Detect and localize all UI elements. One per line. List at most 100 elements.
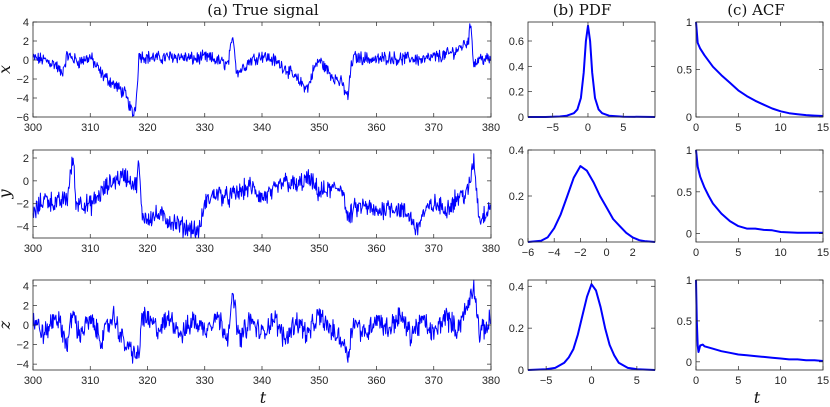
signal-z-xtick-label: 360 — [367, 375, 385, 387]
acf-z-xtick-label: 5 — [735, 375, 741, 387]
pdf-y-ytick-label: 0 — [518, 237, 524, 249]
acf-z-xtick-label: 15 — [817, 375, 829, 387]
pdf-x-ytick-label: 0.4 — [509, 61, 524, 73]
signal-z-xtick-label: 300 — [24, 375, 42, 387]
acf-x-ytick-label: 0.5 — [677, 65, 692, 77]
acf-x-ytick-label: 1 — [686, 17, 692, 29]
pdf-x-ytick-label: 0.2 — [509, 87, 524, 99]
pdf-x-axes: −5 0 5 0 0.2 0.4 0.6 — [509, 21, 656, 134]
pdf-y-series-line — [527, 165, 656, 243]
acf-y-ytick-label: 1 — [686, 145, 692, 157]
pdf-z-xtick-label: 0 — [588, 375, 594, 387]
signal-z-xtick-label: 350 — [310, 375, 328, 387]
signal-x-xtick-label: 360 — [367, 122, 385, 134]
acf-x-xtick-label: 15 — [817, 122, 829, 134]
signal-z-ytick-label: 2 — [23, 300, 29, 312]
column-title-acf: (c) ACF — [727, 1, 785, 19]
acf-z-ytick-label: 0 — [686, 357, 692, 369]
signal-z-ytick-label: 0 — [23, 320, 29, 332]
column-title-pdf: (b) PDF — [553, 1, 612, 19]
signal-y-xtick-label: 330 — [196, 243, 214, 255]
acf-x-xtick-label: 5 — [735, 122, 741, 134]
signal-z-frame — [32, 279, 492, 371]
signal-x-xtick-label: 330 — [196, 122, 214, 134]
acf-z-ytick-label: 1 — [686, 275, 692, 287]
pdf-x-xtick-label: −5 — [546, 122, 559, 134]
signal-y-xtick-label: 360 — [367, 243, 385, 255]
signal-y-ytick-label: 0 — [23, 176, 29, 188]
signal-y-xtick-label: 340 — [253, 243, 271, 255]
pdf-x-xtick-label: 5 — [620, 122, 626, 134]
signal-x-xtick-label: 350 — [310, 122, 328, 134]
signal-z-series-line — [32, 279, 491, 364]
signal-x-ytick-label: −2 — [16, 74, 29, 86]
signal-x-ylabel: x — [0, 65, 14, 74]
column-title-signal: (a) True signal — [207, 1, 319, 19]
pdf-x-ytick-label: 0 — [518, 112, 524, 124]
signal-y-xtick-label: 380 — [482, 243, 500, 255]
axes-layer: 300 310 320 330 340 350 360 370 380 −6 −4 −2 0 2 4 x 300… — [0, 17, 829, 387]
acf-z-series-line — [695, 279, 824, 362]
acf-y-ytick-label: 0.5 — [677, 187, 692, 199]
pdf-y-xtick-label: 2 — [630, 247, 636, 259]
signal-y-series-line — [32, 153, 491, 239]
signal-z-xtick-label: 330 — [196, 375, 214, 387]
signal-x-xtick-label: 370 — [425, 122, 443, 134]
signal-y-xtick-label: 310 — [81, 243, 99, 255]
signal-z-ylabel: z — [0, 320, 14, 330]
acf-z-axes: 0 5 10 15 0 0.5 1 — [677, 275, 829, 387]
signal-x-ytick-label: 2 — [23, 36, 29, 48]
signal-z-xtick-label: 320 — [138, 375, 156, 387]
signal-z-xtick-label: 370 — [425, 375, 443, 387]
acf-z-xtick-label: 10 — [775, 375, 787, 387]
signal-x-xtick-label: 380 — [482, 122, 500, 134]
acf-z-xtick-label: 0 — [693, 375, 699, 387]
pdf-z-frame — [527, 279, 656, 371]
signal-y-ytick-label: −2 — [16, 199, 29, 211]
pdf-y-xtick-label: −2 — [574, 247, 587, 259]
signal-x-ytick-label: 4 — [23, 17, 29, 29]
acf-y-series-line — [695, 149, 823, 234]
pdf-z-ytick-label: 0.4 — [509, 281, 524, 293]
signal-y-xtick-label: 320 — [138, 243, 156, 255]
signal-y-ylabel: y — [0, 189, 14, 200]
signal-x-xtick-label: 340 — [253, 122, 271, 134]
pdf-x-xtick-label: 0 — [585, 122, 591, 134]
acf-y-xtick-label: 0 — [693, 247, 699, 259]
acf-x-series-line — [695, 21, 824, 117]
pdf-z-series-line — [527, 283, 656, 371]
pdf-z-xtick-label: 5 — [634, 375, 640, 387]
pdf-z-ytick-label: 0.2 — [509, 323, 524, 335]
signal-x-xtick-label: 300 — [24, 122, 42, 134]
signal-x-ytick-label: −6 — [16, 112, 29, 124]
signal-x-axes: 300 310 320 330 340 350 360 370 380 −6 −4 −2 0 2 4 x — [0, 17, 500, 134]
pdf-y-xtick-label: −6 — [522, 247, 535, 259]
signal-xlabel: t — [260, 388, 267, 407]
pdf-x-ytick-label: 0.6 — [509, 36, 524, 48]
signal-y-ytick-label: 2 — [23, 153, 29, 165]
acf-xlabel: t — [754, 388, 761, 407]
acf-x-xtick-label: 0 — [693, 122, 699, 134]
pdf-z-axes: −5 0 5 0 0.2 0.4 — [509, 279, 656, 387]
acf-x-axes: 0 5 10 15 0 0.5 1 — [677, 17, 829, 134]
signal-x-xtick-label: 320 — [138, 122, 156, 134]
acf-x-ytick-label: 0 — [686, 112, 692, 124]
signal-z-ytick-label: −2 — [16, 340, 29, 352]
acf-y-frame — [695, 149, 824, 243]
signal-z-axes: 300 310 320 330 340 350 360 370 380 −4 −2 0 2 4 z — [0, 279, 500, 387]
pdf-x-frame — [527, 21, 656, 118]
acf-z-ytick-label: 0.5 — [677, 316, 692, 328]
signal-y-xtick-label: 370 — [425, 243, 443, 255]
acf-y-xtick-label: 15 — [817, 247, 829, 259]
pdf-y-xtick-label: −4 — [548, 247, 561, 259]
pdf-x-series-line — [528, 24, 656, 118]
signal-z-xtick-label: 380 — [482, 375, 500, 387]
signal-y-xtick-label: 300 — [24, 243, 42, 255]
acf-z-frame — [695, 279, 824, 371]
signal-z-ytick-label: 4 — [23, 281, 29, 293]
acf-y-ytick-label: 0 — [686, 229, 692, 241]
pdf-y-ytick-label: 0.4 — [509, 145, 524, 157]
pdf-y-xtick-label: 0 — [603, 247, 609, 259]
signal-x-ytick-label: 0 — [23, 55, 29, 67]
